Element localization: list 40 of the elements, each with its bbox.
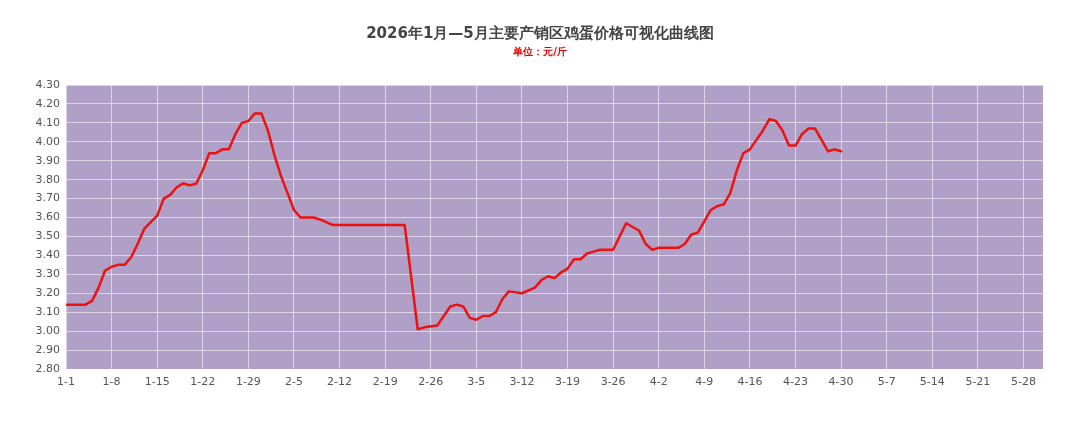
x-tick-label: 4-16: [737, 375, 763, 389]
x-tick-label: 1-29: [235, 375, 261, 389]
y-tick-label: 4.00: [35, 134, 60, 148]
x-tick-label: 1-22: [190, 375, 216, 389]
x-tick-label: 4-30: [828, 375, 854, 389]
x-tick-label: 3-12: [509, 375, 535, 389]
x-tick-label: 2-12: [327, 375, 353, 389]
x-tick-label: 5-21: [965, 375, 991, 389]
y-tick-label: 3.70: [35, 191, 60, 205]
y-tick-label: 3.60: [35, 210, 60, 224]
y-tick-label: 3.00: [35, 323, 60, 337]
y-tick-label: 3.50: [35, 229, 60, 243]
x-tick-label: 4-2: [649, 375, 668, 389]
y-tick-label: 3.30: [35, 267, 60, 281]
y-tick-label: 3.20: [35, 286, 60, 300]
chart-title: 2026年1月—5月主要产销区鸡蛋价格可视化曲线图: [365, 24, 715, 43]
y-tick-label: 4.20: [35, 96, 60, 110]
y-tick-label: 3.10: [35, 305, 60, 319]
y-tick-label: 2.90: [35, 342, 60, 356]
x-tick-label: 2-5: [284, 375, 303, 389]
x-tick-label: 5-7: [877, 375, 896, 389]
x-tick-label: 1-1: [57, 375, 75, 389]
x-tick-label: 5-14: [919, 375, 945, 389]
x-tick-label: 5-28: [1010, 375, 1036, 389]
y-tick-label: 3.80: [35, 172, 60, 186]
x-tick-label: 2-26: [418, 375, 444, 389]
y-tick-label: 3.40: [35, 248, 60, 262]
x-tick-label: 3-19: [555, 375, 581, 389]
x-tick-label: 2-19: [372, 375, 398, 389]
y-tick-label: 3.90: [35, 153, 60, 167]
x-tick-label: 1-8: [102, 375, 121, 389]
y-tick-label: 4.10: [35, 115, 60, 129]
y-tick-label: 2.80: [35, 361, 60, 375]
x-tick-label: 3-5: [467, 375, 486, 389]
x-tick-label: 4-9: [695, 375, 714, 389]
chart-subtitle: 单位：元/斤: [512, 45, 568, 59]
y-tick-label: 4.30: [35, 77, 60, 91]
x-tick-label: 3-26: [600, 375, 626, 389]
x-tick-label: 4-23: [783, 375, 808, 389]
x-tick-label: 1-15: [144, 375, 170, 389]
